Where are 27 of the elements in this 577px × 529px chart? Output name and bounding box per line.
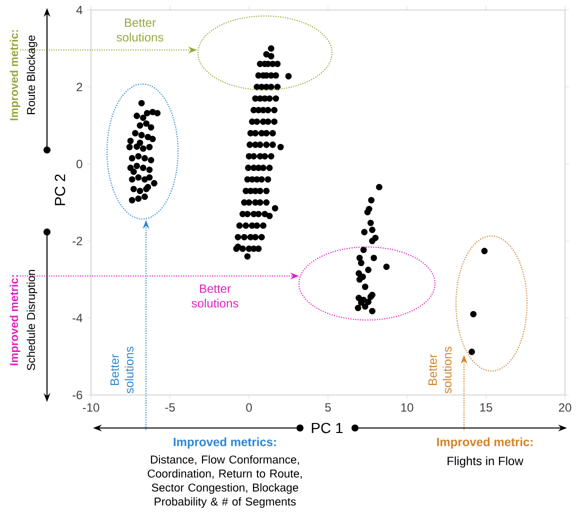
x-tick-label: 10 <box>401 403 414 412</box>
x-tick-label: 15 <box>480 403 492 412</box>
x-tick-label: -5 <box>165 403 175 412</box>
text: Improved metrics: <box>174 437 276 449</box>
annotation: Better solutions <box>110 346 134 394</box>
y-tick-label: -6 <box>72 390 82 400</box>
x-tick-label: 20 <box>558 403 572 412</box>
text: Distance, Flow Conformance, Coordination, Return to Route, Sector Congestion, Blockage Probability & # of Segments <box>148 455 302 508</box>
x-tick-label: 5 <box>325 403 331 412</box>
text: Flights in Flow <box>448 456 524 468</box>
y-tick-label: -4 <box>72 314 82 322</box>
text: Schedule Disruption <box>26 270 38 370</box>
y-tick-label: -2 <box>72 236 82 246</box>
text: Improved metric: <box>10 275 20 366</box>
text: Improved metric: <box>10 30 20 120</box>
text: Improved metric: <box>437 437 533 449</box>
x-tick-label: 0 <box>246 403 252 412</box>
y-tick-label: 2 <box>76 82 82 92</box>
y-tick-label: 4 <box>76 6 82 14</box>
text: Route Blockage <box>26 36 38 114</box>
x-axis-title: PC 1 <box>312 422 343 434</box>
annotation: Better solutions <box>116 18 164 42</box>
annotation: Better solutions <box>192 284 238 308</box>
y-axis-title: PC 2 <box>54 174 66 206</box>
y-tick-label: 0 <box>76 160 82 168</box>
annotation: Better solutions <box>428 346 452 394</box>
x-tick-label: -10 <box>82 403 100 412</box>
